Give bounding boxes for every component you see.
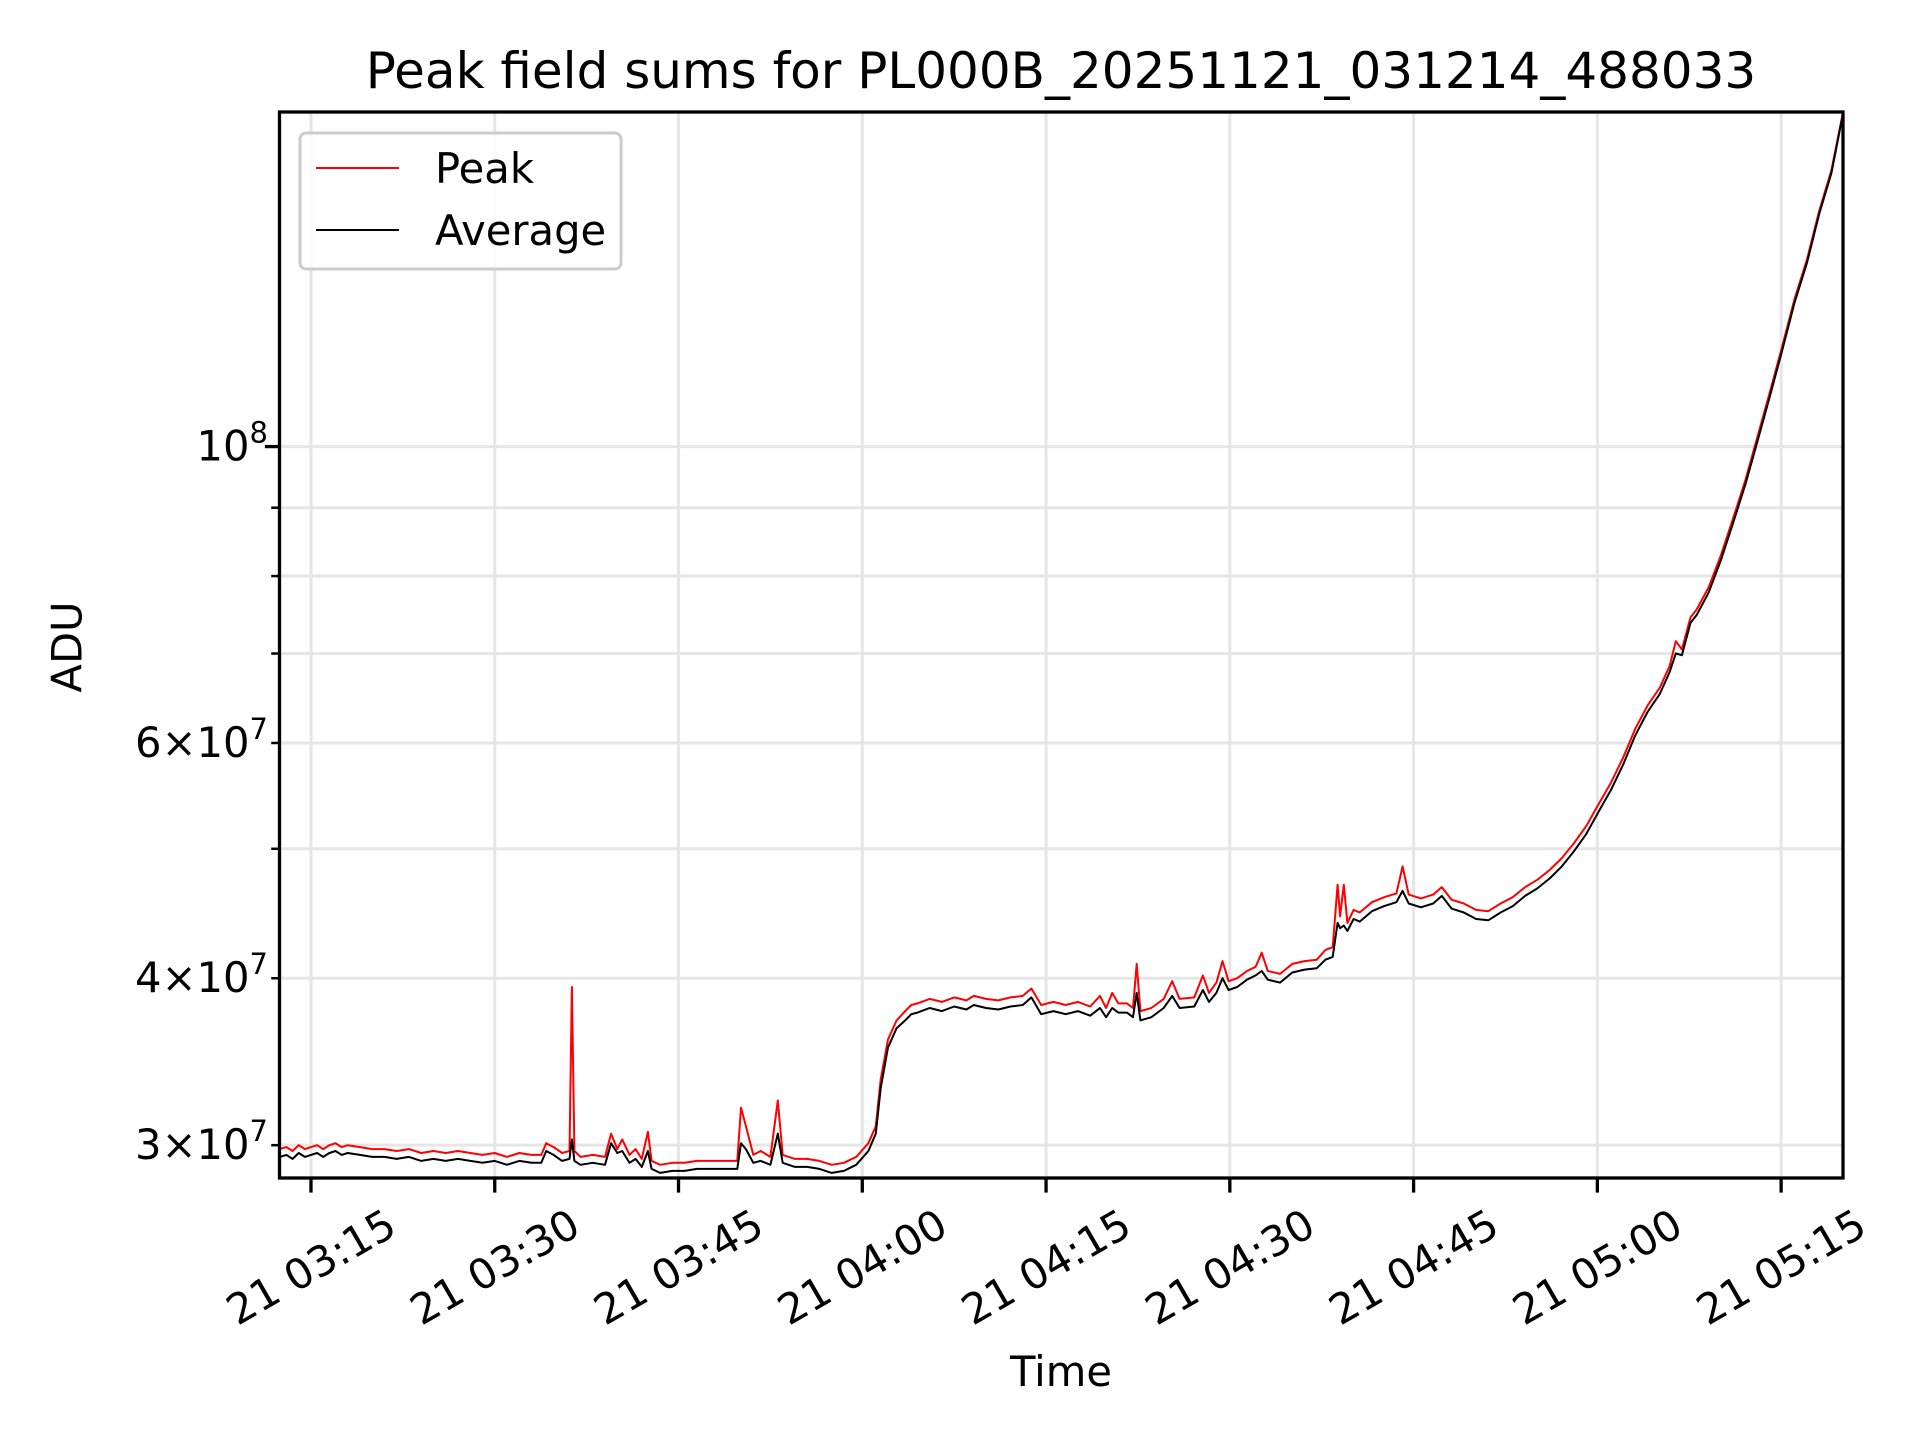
series-layer: [279, 115, 1843, 1174]
legend: Peak Average: [298, 131, 623, 271]
axes-frame: [277, 110, 1845, 1180]
series-line-average: [279, 116, 1843, 1174]
y-tick-label-base: 3×10: [135, 1120, 250, 1169]
plot-area: [279, 115, 1843, 1174]
y-tick-label: 3×107: [135, 1114, 268, 1169]
y-axis-label: ADU: [43, 601, 92, 692]
y-tick-label: 108: [197, 416, 269, 471]
y-tick-label-base: 10: [197, 422, 250, 471]
y-tick-label-exponent: 7: [250, 947, 268, 981]
x-axis-label: Time: [1009, 1347, 1112, 1396]
y-tick-label: 6×107: [135, 712, 268, 767]
y-tick-label: 4×107: [135, 947, 268, 1002]
y-tick-label-exponent: 7: [250, 1114, 268, 1148]
legend-label-average: Average: [435, 206, 606, 255]
y-tick-label-exponent: 8: [250, 416, 268, 450]
legend-label-peak: Peak: [435, 144, 535, 193]
chart-title: Peak field sums for PL000B_20251121_0312…: [366, 42, 1756, 100]
y-tick-label-base: 6×10: [135, 718, 250, 767]
y-tick-label-base: 4×10: [135, 953, 250, 1002]
y-tick-label-exponent: 7: [250, 712, 268, 746]
series-line-peak: [279, 115, 1843, 1166]
grid-layer: [279, 112, 1843, 1178]
